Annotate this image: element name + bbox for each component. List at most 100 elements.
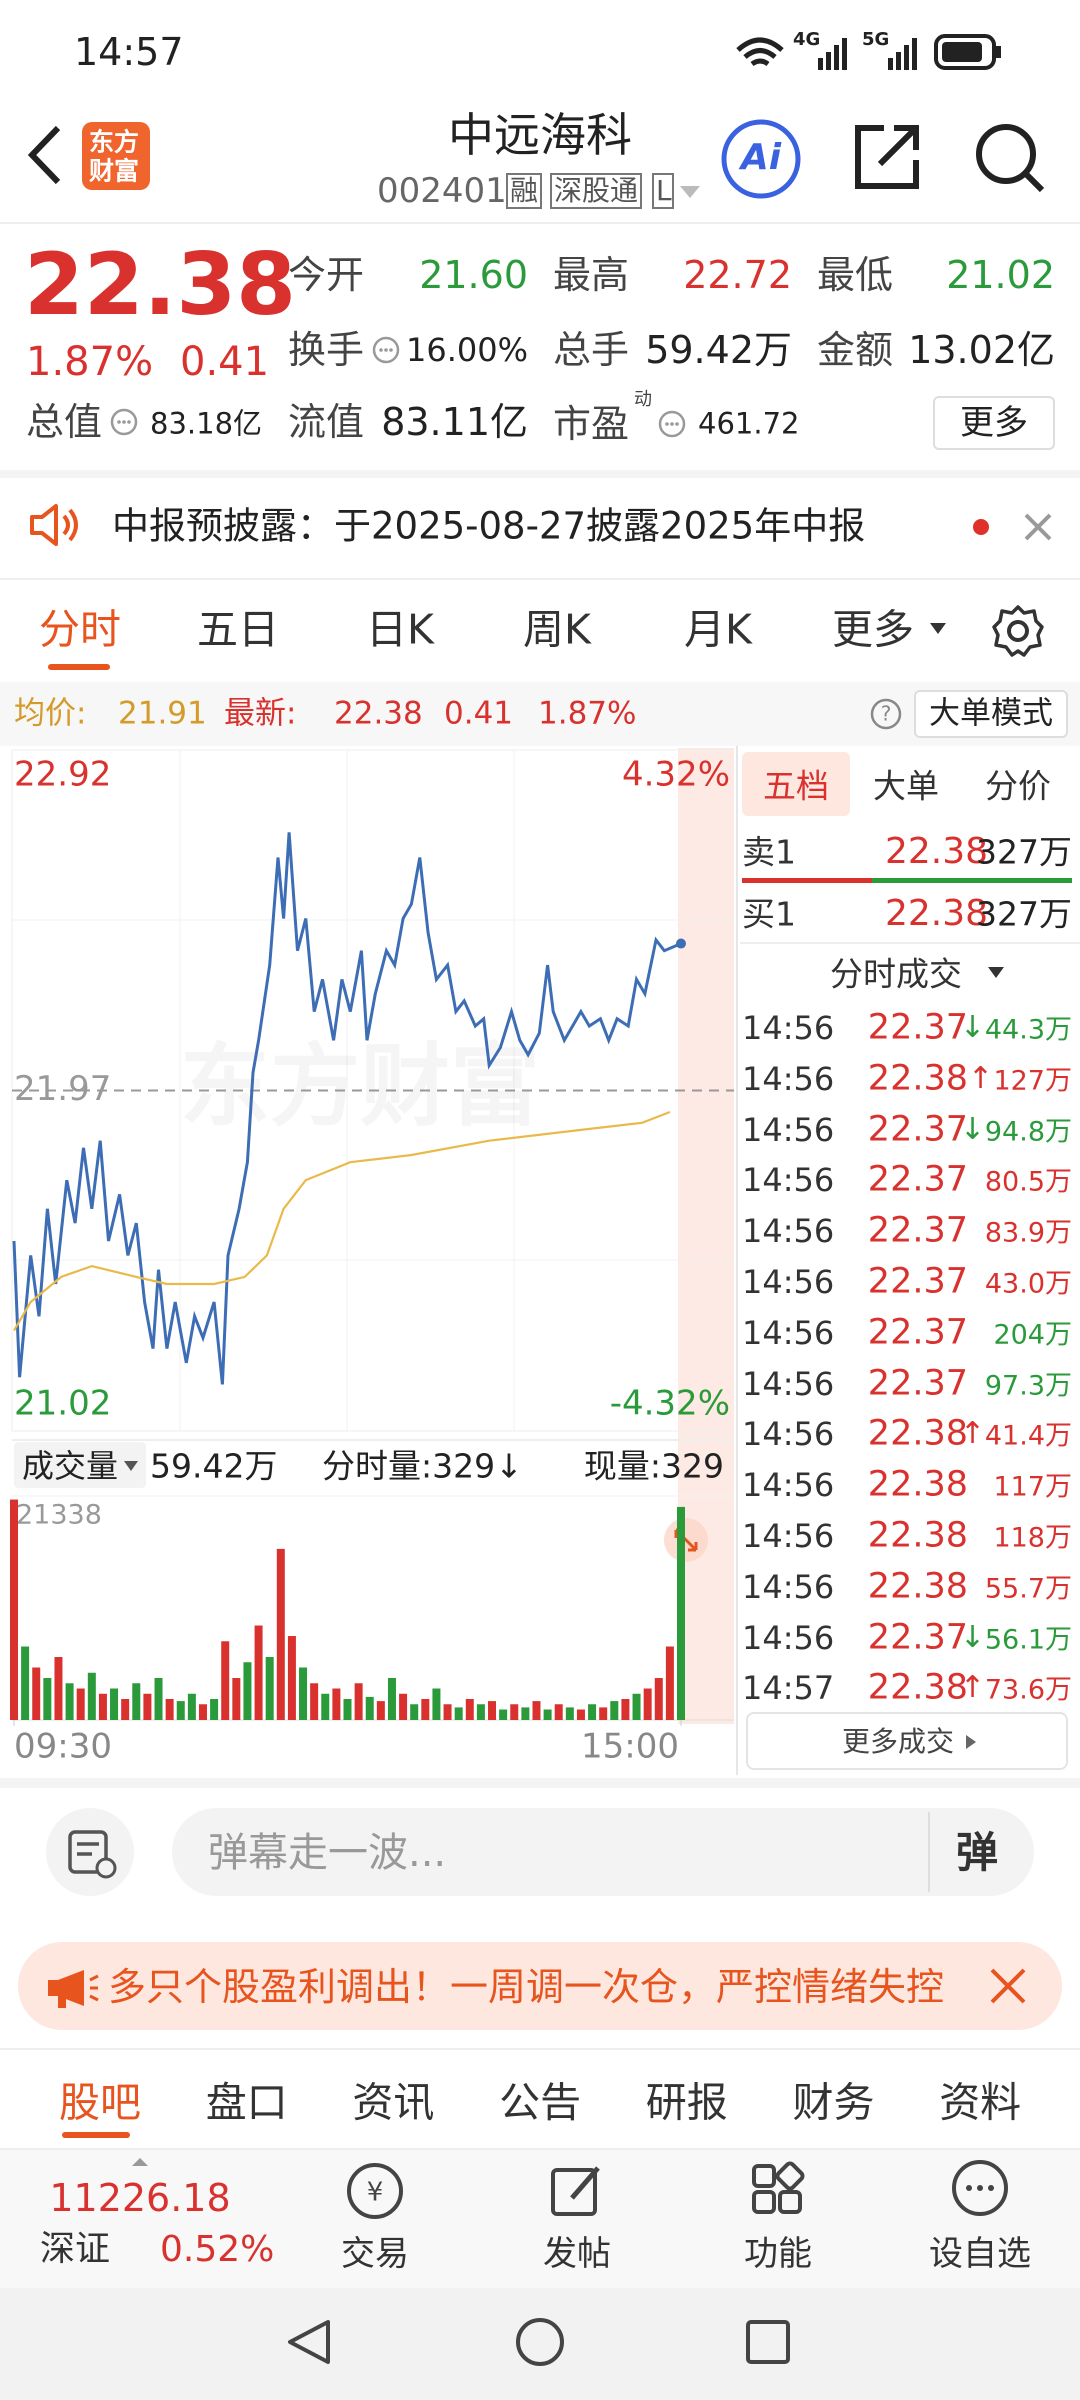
bottom-tab[interactable]: 公告 (499, 2078, 582, 2127)
logo (82, 122, 150, 190)
bottom-tab[interactable]: 股吧 (59, 2078, 141, 2127)
volume-bar (665, 1646, 674, 1720)
trade-price: 22.38 (867, 1058, 968, 1099)
more-label[interactable]: 更多 (960, 403, 1028, 443)
dropdown (124, 1461, 138, 1471)
volume-bar (276, 1548, 285, 1720)
tab[interactable]: 周K (523, 605, 591, 654)
y-tick-label: 21.02 (14, 1384, 111, 1424)
notice-text[interactable]: 中报预披露：于2025-08-27披露2025年中报 (112, 504, 866, 548)
tab[interactable]: 更多 (832, 605, 914, 654)
volume-bar (643, 1688, 652, 1720)
trade-direction: ↑ (959, 1416, 985, 1452)
trade-time: 14:56 (742, 1567, 835, 1606)
latest-label: 最新: (224, 695, 297, 732)
volume-label[interactable]: 成交量 (22, 1447, 119, 1485)
trade-time: 14:56 (742, 1466, 835, 1505)
settings-icon[interactable] (990, 603, 1046, 659)
action-label[interactable]: 功能 (744, 2234, 812, 2274)
more-trades-label[interactable]: 更多成交 (841, 1725, 955, 1758)
book-tab[interactable]: 大单 (873, 766, 939, 806)
tab[interactable]: 五日 (197, 605, 279, 654)
trade-price: 22.37 (867, 1210, 968, 1251)
bottom-tab[interactable]: 研报 (645, 2078, 728, 2127)
tab-active[interactable]: 分时 (39, 605, 121, 654)
bottom-tab[interactable]: 资讯 (352, 2078, 435, 2127)
nav-buttons[interactable] (0, 2288, 1080, 2400)
tab[interactable]: 月K (684, 605, 752, 654)
volume-bar (10, 1499, 18, 1720)
tab-bg (742, 752, 850, 816)
bottom-tab[interactable]: 财务 (792, 2078, 875, 2127)
trades-title[interactable]: 分时成交 (830, 954, 962, 994)
banner-clip: 多只个股盈利调出！一周调一次仓，严控情绪失控 (108, 1960, 966, 2014)
book-tab[interactable]: 分价 (985, 766, 1051, 806)
field-value: 21.60 (419, 253, 528, 297)
info-icon[interactable] (108, 406, 140, 438)
field-value: 13.02亿 (908, 328, 1055, 372)
field-label: 最低 (817, 253, 894, 297)
svg-text:¥: ¥ (367, 2178, 384, 2208)
volume-bar (265, 1657, 274, 1720)
mode-label[interactable]: 大单模式 (929, 695, 1053, 732)
y-tick-label: 22.92 (14, 755, 111, 795)
action-label[interactable]: 交易 (341, 2234, 409, 2274)
trade-price: 22.37 (867, 1007, 968, 1048)
banner-text[interactable]: 多只个股盈利调出！一周调一次仓，严控情绪失控 (108, 1965, 945, 2009)
action-label[interactable]: 设自选 (929, 2234, 1031, 2274)
last-point (676, 938, 686, 949)
trade-price: 22.38 (867, 1413, 968, 1454)
ai-label[interactable]: Ai (740, 137, 782, 178)
current-volume: 现量:329 (583, 1446, 724, 1486)
volume-bar (87, 1672, 96, 1720)
trade-time: 14:56 (742, 1110, 835, 1149)
tab[interactable]: 日K (366, 605, 434, 654)
volume-bar (299, 1667, 308, 1720)
last-price: 22.38 (24, 235, 297, 335)
volume-selector[interactable] (14, 1442, 146, 1488)
banner-close[interactable] (986, 1964, 1030, 2008)
trade-price: 22.37 (867, 1109, 968, 1150)
volume-bar (632, 1693, 641, 1720)
trade-volume: 94.8万 (984, 1116, 1072, 1148)
more-button[interactable] (933, 396, 1055, 450)
volume-bar (243, 1662, 252, 1720)
more-trades-button[interactable] (746, 1712, 1068, 1770)
trade-price: 22.37 (867, 1159, 968, 1200)
back-button[interactable] (20, 120, 70, 190)
comment-input[interactable] (172, 1808, 1034, 1896)
trade-time: 14:56 (742, 1517, 835, 1555)
book-price: 22.38 (884, 893, 988, 934)
volume-bar (476, 1704, 485, 1720)
bottom-tab[interactable]: 盘口 (205, 2078, 288, 2127)
volume-bar (232, 1678, 241, 1720)
mode-button[interactable] (914, 690, 1068, 738)
comment-placeholder[interactable]: 弹幕走一波... (208, 1830, 447, 1876)
ai-button[interactable] (718, 116, 804, 202)
index-value[interactable]: 11226.18 (49, 2176, 231, 2220)
dropdown[interactable] (676, 180, 706, 204)
share-button[interactable] (850, 120, 925, 195)
index-name[interactable]: 深证 (40, 2229, 111, 2270)
banner[interactable] (18, 1942, 1062, 2030)
danmaku-settings[interactable] (44, 1806, 136, 1898)
info-icon[interactable] (370, 334, 402, 366)
search-button[interactable] (970, 118, 1050, 198)
notice-close[interactable] (966, 510, 1066, 544)
danmaku-button[interactable]: 弹 (956, 1828, 999, 1877)
volume-bar (610, 1701, 619, 1720)
field-sup: 动 (634, 389, 652, 410)
volume-bar (565, 1707, 574, 1720)
action-label[interactable]: 发帖 (543, 2234, 611, 2274)
volume-bar (443, 1704, 452, 1720)
avg-label: 均价: (14, 695, 87, 732)
stock-title: 中远海科 (448, 108, 632, 162)
trade-price: 22.38 (867, 1667, 968, 1708)
help-icon[interactable]: ? (868, 696, 904, 732)
book-tab-active[interactable]: 五档 (763, 766, 829, 806)
info-icon[interactable] (656, 408, 688, 440)
bottom-tab[interactable]: 资料 (939, 2078, 1022, 2127)
field-value: 21.02 (946, 253, 1055, 297)
index-change[interactable]: 0.52% (160, 2229, 275, 2270)
volume-bar (198, 1704, 207, 1720)
